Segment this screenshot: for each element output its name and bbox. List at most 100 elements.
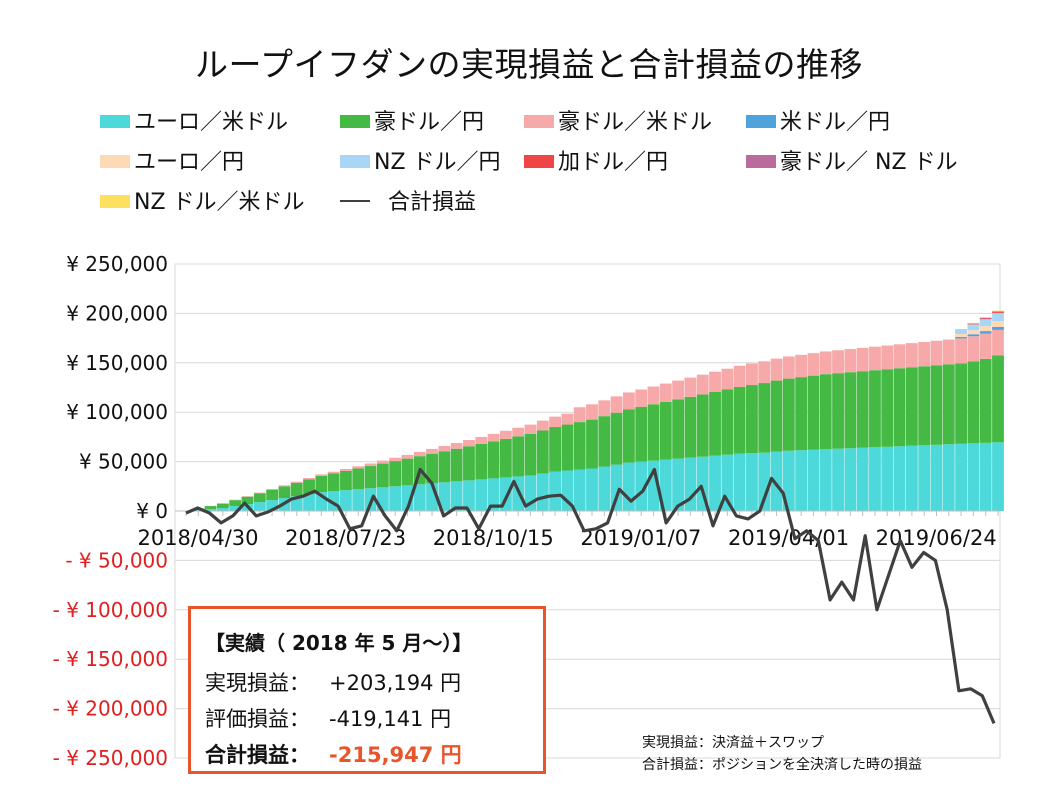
legend-item: ユーロ／円 xyxy=(100,148,244,178)
legend-swatch xyxy=(340,114,370,128)
stack-bar xyxy=(659,383,672,402)
stack-bar xyxy=(881,345,894,370)
stack-bar xyxy=(426,483,438,511)
legend-label: ユーロ／円 xyxy=(134,150,245,175)
stack-bar xyxy=(979,326,992,332)
stack-bar xyxy=(315,492,328,511)
stack-bar xyxy=(450,443,463,449)
stack-bar xyxy=(229,506,242,511)
stack-bar xyxy=(782,450,795,511)
stack-bar xyxy=(524,424,537,434)
stack-bar xyxy=(463,480,475,511)
stack-bar xyxy=(955,443,967,511)
stack-bar xyxy=(992,355,1004,443)
y-tick-label: - ¥ 150,000 xyxy=(53,647,168,671)
stack-bar xyxy=(807,353,820,376)
stack-bar xyxy=(918,445,931,511)
stack-bar xyxy=(253,492,266,494)
stack-bar xyxy=(413,484,426,511)
stack-bar xyxy=(499,477,512,511)
stack-bar xyxy=(967,361,980,444)
stack-bar xyxy=(229,500,242,507)
stack-bar xyxy=(450,448,463,482)
stack-bar xyxy=(918,341,931,367)
footnote-realized: 実現損益：決済益＋スワップ xyxy=(642,735,824,751)
legend-item: 米ドル／円 xyxy=(746,108,890,138)
stack-bar xyxy=(844,448,857,511)
legend-item: 合計損益 xyxy=(340,188,476,218)
y-tick-label: ¥ 100,000 xyxy=(66,400,168,424)
stack-bar xyxy=(438,451,451,483)
summary-unrealized-row: 評価損益： -419,141 円 xyxy=(205,703,451,733)
stack-bar xyxy=(770,451,783,511)
stack-bar xyxy=(770,358,783,381)
chart-title: ループイフダンの実現損益と合計損益の推移 xyxy=(194,45,864,84)
stack-bar xyxy=(561,413,574,425)
legend-item: 豪ドル／円 xyxy=(340,108,484,138)
stack-bar xyxy=(709,371,721,392)
stack-bar xyxy=(610,464,623,511)
stack-bar xyxy=(967,334,980,337)
stack-bar xyxy=(832,373,844,449)
stack-bar xyxy=(856,447,869,511)
stack-bar xyxy=(819,374,832,450)
stack-bar xyxy=(217,503,229,509)
stack-bar xyxy=(364,463,377,467)
stack-bar xyxy=(758,452,771,511)
stack-bar xyxy=(733,387,746,454)
stack-bar xyxy=(979,319,992,327)
y-tick-label: ¥ 50,000 xyxy=(79,450,168,474)
stack-bar xyxy=(955,329,967,334)
stack-bar xyxy=(303,479,315,495)
legend-item: 豪ドル／ NZ ドル xyxy=(746,148,958,178)
stack-bar xyxy=(266,488,279,490)
legend-swatch xyxy=(340,200,370,202)
stack-bar xyxy=(992,311,1004,313)
stack-bar xyxy=(303,478,315,480)
legend-swatch xyxy=(100,114,130,128)
stack-bar xyxy=(696,456,709,511)
stack-bar xyxy=(401,454,414,459)
stack-bar xyxy=(303,494,315,511)
legend-swatch xyxy=(746,114,776,128)
stack-bar xyxy=(438,482,451,511)
stack-bar xyxy=(561,424,574,471)
legend-item: NZ ドル／米ドル xyxy=(100,188,305,218)
stack-bar xyxy=(733,365,746,388)
stack-bar xyxy=(992,329,1004,356)
stack-bar xyxy=(807,375,820,450)
stack-bar xyxy=(696,374,709,395)
footnotes: 実現損益：決済益＋スワップ 合計損益：ポジションを全決済した時の損益 xyxy=(642,732,922,776)
stack-bar xyxy=(253,493,266,503)
stack-bar xyxy=(992,326,1004,330)
legend-label: 米ドル／円 xyxy=(780,110,891,135)
stack-bar xyxy=(992,310,1004,312)
stack-bar xyxy=(672,458,685,511)
stack-bar xyxy=(376,463,389,488)
stack-bar xyxy=(930,340,943,366)
stack-bar xyxy=(782,378,795,451)
stack-bar xyxy=(266,500,279,511)
stack-bar xyxy=(561,470,574,511)
stack-bar xyxy=(770,380,783,452)
stack-bar xyxy=(709,455,721,511)
stack-bar xyxy=(967,324,980,331)
stack-bar xyxy=(979,317,992,318)
stack-bar xyxy=(352,489,365,511)
legend-item: ユーロ／米ドル xyxy=(100,108,288,138)
stack-bar xyxy=(905,445,918,511)
stack-bar xyxy=(721,389,734,455)
stack-bar xyxy=(327,491,340,511)
stack-bar xyxy=(696,394,709,457)
y-tick-label: - ¥ 250,000 xyxy=(53,746,168,770)
stack-bar xyxy=(364,466,377,489)
stack-bar xyxy=(918,366,931,446)
summary-realized-row: 実現損益： +203,194 円 xyxy=(205,667,461,697)
stack-bar xyxy=(290,482,303,497)
stack-bar xyxy=(844,372,857,449)
stack-bar xyxy=(967,336,980,362)
stack-bar xyxy=(832,448,844,511)
stack-bar xyxy=(856,347,869,372)
stack-bar xyxy=(893,344,906,369)
stack-bar xyxy=(955,336,967,339)
